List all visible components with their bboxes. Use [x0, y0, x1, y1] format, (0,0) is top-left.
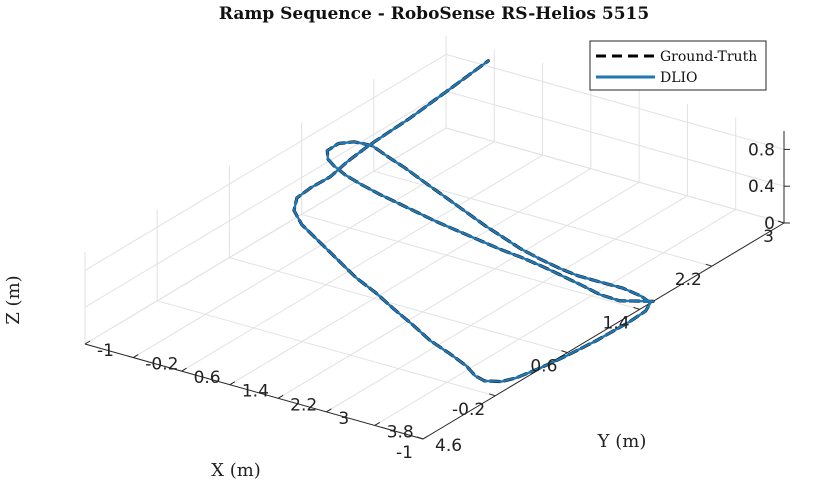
x-tick-label: 2.2: [675, 270, 702, 290]
legend: Ground-Truth DLIO: [589, 40, 767, 91]
y-axis-line: [84, 343, 424, 440]
x-axis-line: [422, 222, 785, 440]
y-tick-mark: [133, 354, 139, 359]
side-wall-gridline-z: [445, 127, 785, 224]
back-wall-gridline-z: [84, 127, 447, 345]
floor-gridline-y: [133, 141, 495, 359]
y-tick-label: 0.6: [194, 368, 221, 388]
side-wall-gridline-z: [445, 53, 785, 150]
series-layer: [292, 59, 655, 384]
floor-gridline-y: [229, 168, 592, 386]
y-tick-label: 3.8: [387, 422, 414, 442]
z-tick-label: 0.4: [748, 177, 775, 197]
y-tick-label: 1.4: [242, 382, 269, 402]
y-tick-label: -1: [97, 341, 114, 361]
x-tick-mark: [777, 220, 785, 224]
grid-layer: [84, 36, 785, 440]
y-tick-mark: [84, 340, 91, 345]
legend-box: [589, 40, 767, 91]
y-tick-label: -0.2: [145, 355, 178, 375]
y-tick-mark: [229, 381, 236, 386]
x-tick-mark: [561, 350, 568, 354]
x-tick-mark: [705, 263, 712, 267]
y-tick-mark: [422, 435, 429, 440]
back-wall-gridline-z: [84, 53, 447, 271]
x-tick-mark: [633, 306, 640, 310]
x-tick-label: 0.6: [530, 357, 557, 377]
y-axis-label: Y (m): [597, 431, 647, 452]
y-tick-mark: [326, 408, 332, 413]
x-tick-label: -0.2: [452, 400, 485, 420]
floor-gridline-x: [373, 170, 712, 267]
z-axis-label: Z (m): [3, 275, 24, 324]
y-tick-mark: [181, 367, 187, 372]
floor-gridline-y: [181, 154, 543, 372]
floor-gridline-y: [326, 195, 688, 413]
x-tick-label: 1.4: [603, 313, 630, 333]
floor-gridline-x: [157, 300, 496, 397]
floor-gridline-y: [374, 208, 736, 426]
z-tick-label: 0.8: [748, 140, 775, 160]
y-tick-label: 4.6: [435, 436, 462, 456]
x-tick-mark: [489, 393, 496, 397]
ticks-layer: 3 2.2 1.4 0.6 -0.2 -1 -1 -0.2 0.6 1.4 2.2 3 3.8 4.6 0 0…: [97, 140, 775, 463]
series-line-dlio: [292, 59, 655, 383]
z-tick-label: 0: [764, 214, 775, 234]
chart-title: Ramp Sequence - RoboSense RS-Helios 5515: [219, 4, 649, 24]
y-tick-mark: [277, 394, 284, 399]
y-tick-mark: [374, 421, 380, 426]
floor-gridline-y: [277, 181, 640, 399]
x-tick-mark: [416, 436, 424, 440]
y-tick-label: 3: [338, 409, 349, 429]
floor-gridline-x: [301, 213, 640, 310]
side-wall-gridline-z: [445, 90, 785, 187]
x-tick-label: 3: [763, 227, 774, 247]
x-axis-label: X (m): [211, 460, 261, 481]
back-wall-gridline-z: [84, 90, 447, 308]
y-tick-label: 2.2: [290, 395, 317, 415]
legend-dlio-label: DLIO: [660, 70, 698, 86]
floor-gridline-x: [229, 257, 568, 354]
legend-ground-truth-label: Ground-Truth: [660, 49, 757, 65]
axes-layer: [84, 131, 790, 440]
x-tick-label: -1: [396, 443, 413, 463]
